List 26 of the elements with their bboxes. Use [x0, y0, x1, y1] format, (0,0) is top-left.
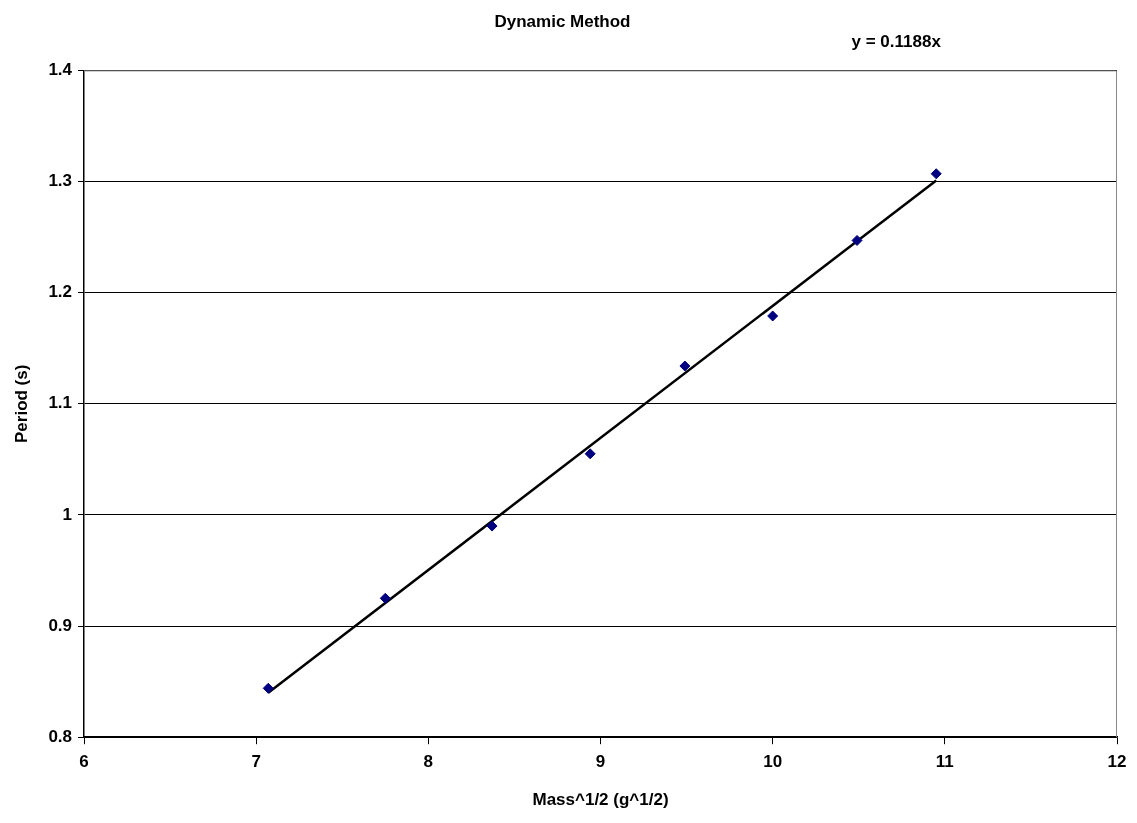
x-tick-label: 10 — [763, 752, 783, 772]
point — [767, 310, 779, 322]
point — [679, 360, 691, 372]
point — [584, 448, 596, 460]
point — [930, 168, 942, 180]
y-tick-label: 1.3 — [48, 171, 73, 191]
x-tick-label: 11 — [935, 752, 954, 772]
y-tick-label: 1 — [62, 504, 73, 524]
point — [262, 682, 274, 694]
y-tick-label: 1.2 — [48, 282, 73, 302]
chart-title: Dynamic Method — [494, 11, 631, 31]
point — [379, 592, 391, 604]
y-tick-label: 1.4 — [48, 60, 73, 80]
point — [486, 520, 498, 532]
x-tick-label: 9 — [595, 752, 606, 772]
x-tick-label: 12 — [1107, 752, 1127, 772]
point — [851, 234, 863, 246]
y-tick-label: 0.9 — [48, 615, 73, 635]
y-tick-label: 0.8 — [48, 726, 73, 746]
text: y = 0.1188x — [851, 32, 942, 52]
x-axis-title: Mass^1/2 (g^1/2) — [532, 790, 669, 810]
y-tick-label: 1.1 — [48, 393, 73, 413]
x-tick-label: 6 — [79, 752, 89, 772]
x-tick-label: 8 — [423, 752, 434, 772]
x-tick-label: 7 — [251, 752, 261, 772]
y-axis-title: Period (s) — [11, 364, 31, 443]
